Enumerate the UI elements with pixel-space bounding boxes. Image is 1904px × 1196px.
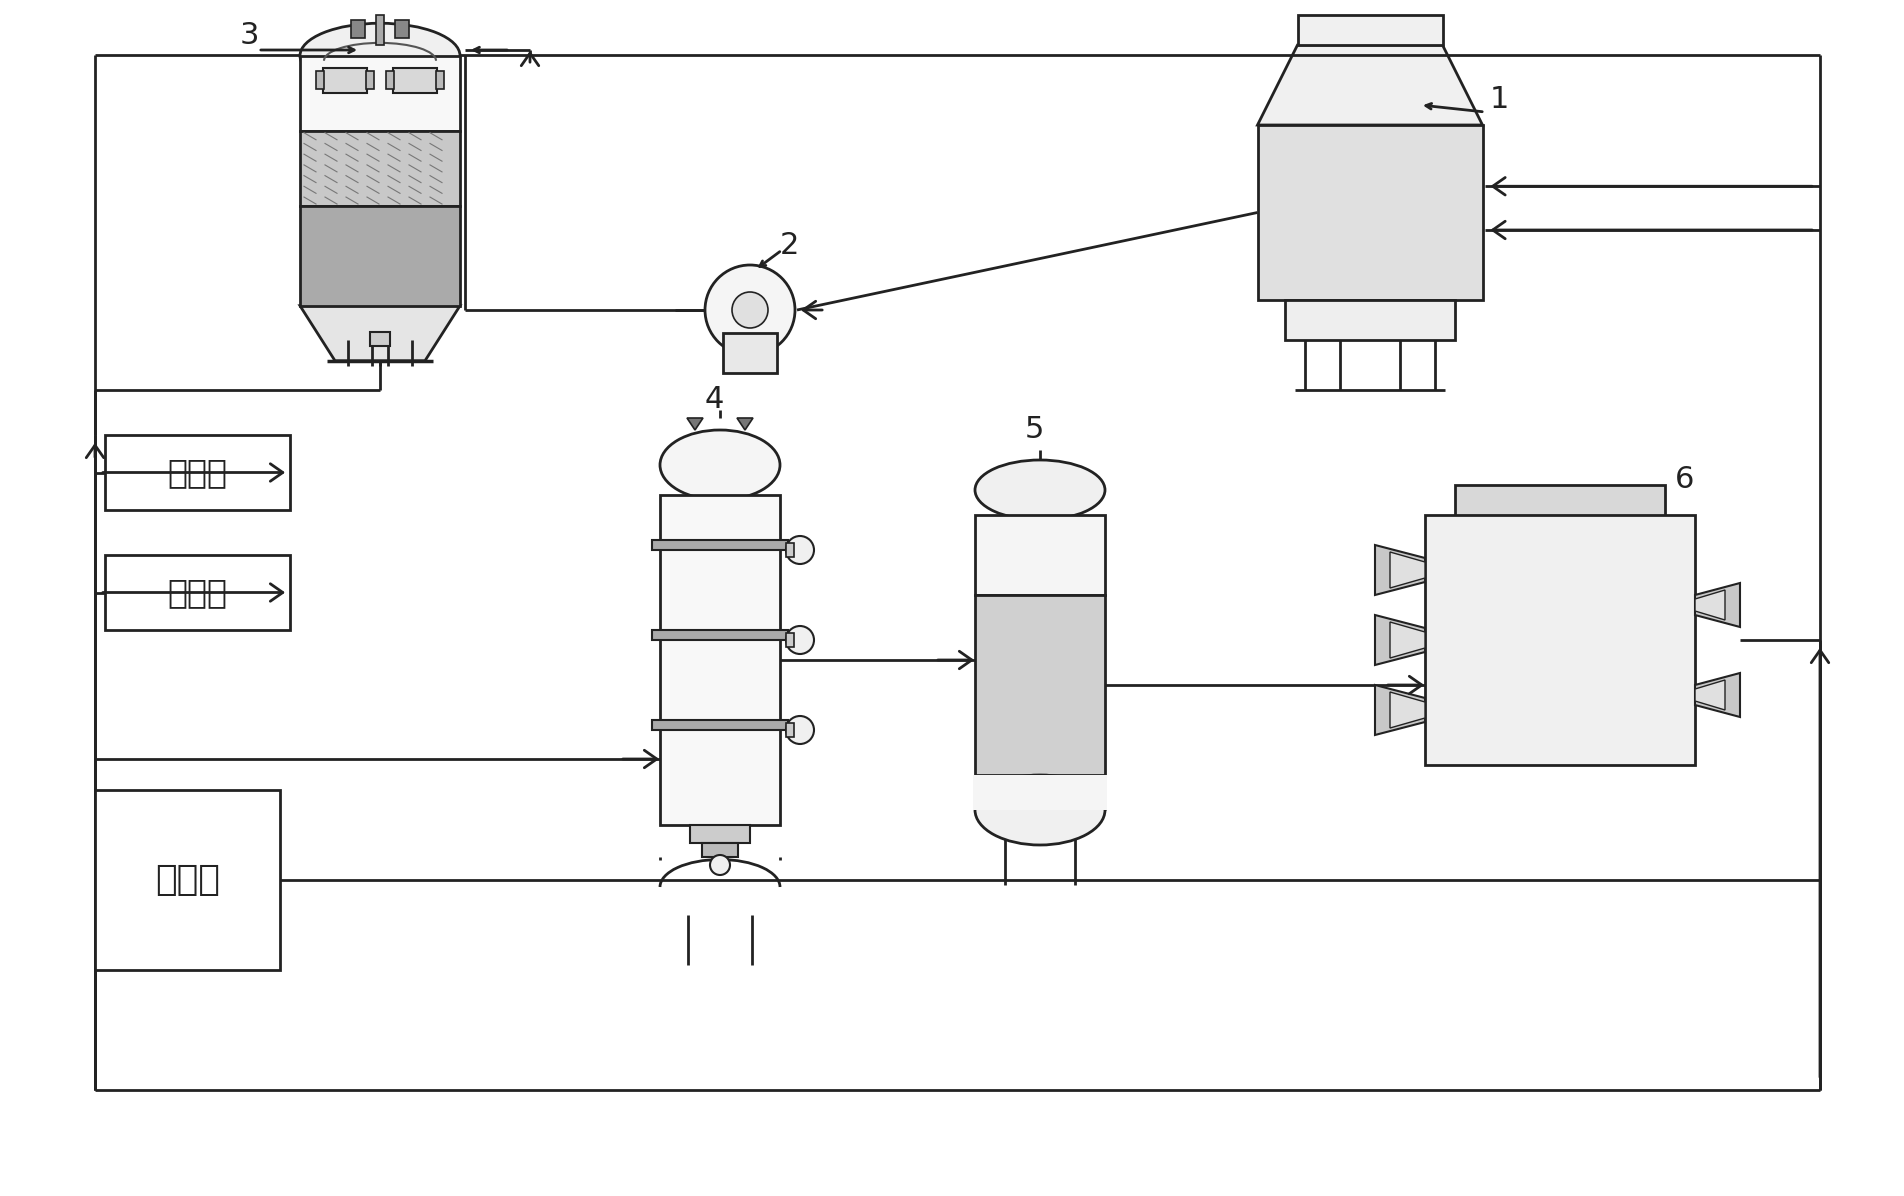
Bar bbox=[301, 206, 461, 306]
Polygon shape bbox=[1390, 622, 1424, 658]
Bar bbox=[1455, 486, 1664, 517]
Text: 硬度仪: 硬度仪 bbox=[168, 576, 227, 609]
Polygon shape bbox=[737, 417, 752, 431]
Circle shape bbox=[786, 536, 815, 565]
Bar bbox=[975, 594, 1104, 775]
Text: 浊度仪: 浊度仪 bbox=[168, 456, 227, 489]
Ellipse shape bbox=[975, 460, 1104, 520]
Bar bbox=[973, 775, 1106, 810]
Polygon shape bbox=[1375, 545, 1424, 594]
Polygon shape bbox=[1375, 685, 1424, 736]
Bar bbox=[651, 541, 788, 550]
Bar bbox=[394, 20, 409, 38]
Bar bbox=[105, 435, 289, 509]
Bar bbox=[689, 825, 750, 843]
Polygon shape bbox=[1695, 681, 1725, 710]
Bar bbox=[301, 130, 461, 206]
Polygon shape bbox=[1695, 582, 1740, 627]
Bar bbox=[975, 515, 1104, 594]
Polygon shape bbox=[687, 417, 703, 431]
Ellipse shape bbox=[301, 23, 461, 89]
Circle shape bbox=[786, 716, 815, 744]
Bar bbox=[651, 630, 788, 640]
Text: 5: 5 bbox=[1024, 415, 1045, 445]
Bar bbox=[301, 56, 461, 130]
Text: 控制器: 控制器 bbox=[154, 864, 221, 897]
Text: 2: 2 bbox=[781, 231, 800, 260]
Circle shape bbox=[731, 292, 767, 328]
Circle shape bbox=[704, 266, 796, 355]
Circle shape bbox=[710, 855, 729, 875]
Bar bbox=[316, 71, 324, 89]
Bar bbox=[375, 16, 385, 45]
Bar bbox=[105, 555, 289, 630]
Text: 4: 4 bbox=[704, 385, 724, 415]
Bar bbox=[786, 633, 794, 647]
Bar bbox=[661, 495, 781, 825]
Text: 3: 3 bbox=[240, 20, 259, 49]
Bar bbox=[350, 20, 366, 38]
Bar bbox=[786, 543, 794, 557]
Bar bbox=[1285, 300, 1455, 340]
Bar bbox=[1424, 515, 1695, 765]
Bar bbox=[1257, 126, 1483, 300]
Bar bbox=[387, 71, 394, 89]
Polygon shape bbox=[1695, 590, 1725, 620]
Ellipse shape bbox=[661, 431, 781, 500]
Bar bbox=[392, 68, 438, 93]
Bar bbox=[786, 724, 794, 737]
Bar bbox=[95, 791, 280, 970]
Polygon shape bbox=[1695, 673, 1740, 716]
Bar bbox=[436, 71, 444, 89]
Polygon shape bbox=[1257, 45, 1483, 126]
Bar bbox=[366, 71, 373, 89]
Bar bbox=[324, 68, 367, 93]
Bar bbox=[724, 332, 777, 373]
Polygon shape bbox=[1390, 692, 1424, 728]
Bar bbox=[369, 332, 390, 346]
Polygon shape bbox=[301, 306, 461, 361]
Ellipse shape bbox=[975, 775, 1104, 846]
Circle shape bbox=[786, 626, 815, 654]
Polygon shape bbox=[1375, 615, 1424, 665]
Bar bbox=[703, 843, 739, 858]
Polygon shape bbox=[1390, 553, 1424, 588]
Bar bbox=[1297, 16, 1443, 45]
Text: 1: 1 bbox=[1491, 85, 1510, 115]
Bar bbox=[651, 720, 788, 730]
Text: 6: 6 bbox=[1676, 465, 1695, 494]
